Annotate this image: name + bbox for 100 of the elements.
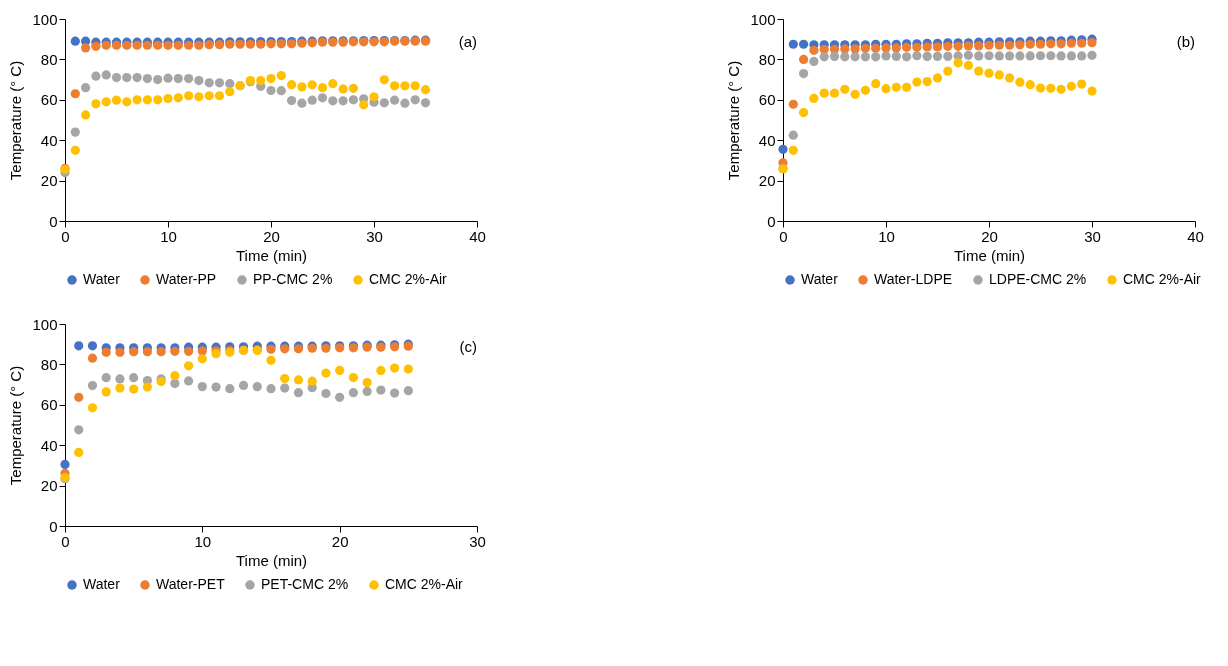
legend-label: Water: [83, 271, 121, 287]
point: [183, 376, 194, 386]
point: [328, 96, 338, 106]
point: [225, 384, 235, 394]
point: [974, 51, 984, 61]
annotation: (a): [458, 33, 477, 50]
point: [922, 77, 932, 87]
point: [338, 96, 348, 106]
point: [87, 341, 98, 351]
point: [798, 39, 809, 49]
point: [153, 75, 163, 85]
legend-label: Water: [801, 271, 839, 287]
point: [922, 42, 932, 52]
point: [115, 383, 125, 393]
point: [286, 96, 297, 106]
point: [403, 364, 413, 374]
point: [115, 347, 125, 357]
point: [788, 99, 798, 109]
point: [317, 83, 328, 93]
point: [129, 373, 139, 383]
point: [798, 107, 809, 118]
point: [1025, 51, 1035, 61]
point: [293, 388, 304, 398]
x-tick-label: 20: [981, 227, 998, 245]
point: [266, 355, 276, 365]
y-tick-label: 60: [40, 396, 58, 414]
y-tick-label: 60: [40, 91, 58, 109]
point: [132, 95, 142, 105]
point: [74, 392, 84, 402]
point: [266, 85, 276, 96]
point: [850, 89, 860, 99]
point: [307, 376, 317, 386]
point: [912, 51, 922, 61]
point: [204, 78, 214, 88]
x-tick-label: 20: [263, 227, 280, 245]
point: [984, 68, 994, 78]
point: [252, 382, 262, 392]
point: [194, 92, 204, 102]
x-axis-title: Time (min): [953, 246, 1026, 264]
point: [317, 93, 328, 103]
point: [420, 85, 431, 95]
point: [788, 145, 798, 155]
legend-label: PP-CMC 2%: [253, 271, 333, 287]
point: [70, 127, 80, 137]
point: [70, 145, 80, 155]
point: [153, 95, 163, 105]
point: [850, 52, 860, 62]
y-tick-label: 0: [767, 212, 776, 230]
point: [142, 347, 153, 357]
point: [420, 98, 431, 108]
point: [183, 73, 194, 84]
point: [80, 43, 91, 53]
point: [74, 425, 84, 435]
point: [891, 82, 901, 92]
point: [798, 54, 809, 64]
point: [1015, 51, 1025, 61]
point: [819, 52, 829, 62]
point: [1066, 81, 1077, 91]
point: [335, 365, 345, 376]
point: [1035, 51, 1046, 61]
x-tick-label: 20: [331, 532, 349, 550]
y-tick-label: 60: [758, 91, 776, 109]
point: [798, 68, 809, 79]
point: [238, 380, 249, 391]
point: [335, 392, 345, 402]
point: [87, 381, 98, 391]
point: [183, 346, 194, 356]
x-tick-label: 40: [469, 227, 486, 245]
point: [91, 71, 101, 81]
point: [1056, 51, 1066, 61]
point: [1066, 51, 1077, 61]
legend-label: CMC 2%-Air: [369, 271, 448, 287]
point: [881, 51, 891, 61]
y-tick-label: 100: [750, 10, 776, 28]
point: [115, 374, 125, 384]
point: [974, 66, 984, 76]
point: [348, 95, 359, 105]
legend-label: PET-CMC 2%: [261, 576, 349, 592]
y-tick-label: 0: [49, 517, 58, 535]
point: [74, 447, 84, 458]
point: [101, 373, 111, 383]
point: [293, 375, 304, 385]
point: [122, 97, 132, 107]
point: [389, 95, 400, 105]
point: [840, 84, 850, 94]
point: [389, 81, 400, 91]
x-tick-label: 30: [1084, 227, 1101, 245]
y-axis-title: Temperature (° C): [725, 60, 743, 181]
point: [173, 93, 183, 103]
point: [994, 51, 1004, 61]
point: [840, 52, 850, 62]
point: [932, 51, 943, 61]
point: [211, 382, 221, 392]
y-tick-label: 40: [40, 436, 58, 454]
legend-label: Water-PET: [156, 576, 226, 592]
point: [410, 95, 420, 105]
point: [871, 52, 881, 62]
x-tick-label: 40: [1187, 227, 1204, 245]
point: [286, 80, 297, 90]
point: [1056, 84, 1066, 94]
